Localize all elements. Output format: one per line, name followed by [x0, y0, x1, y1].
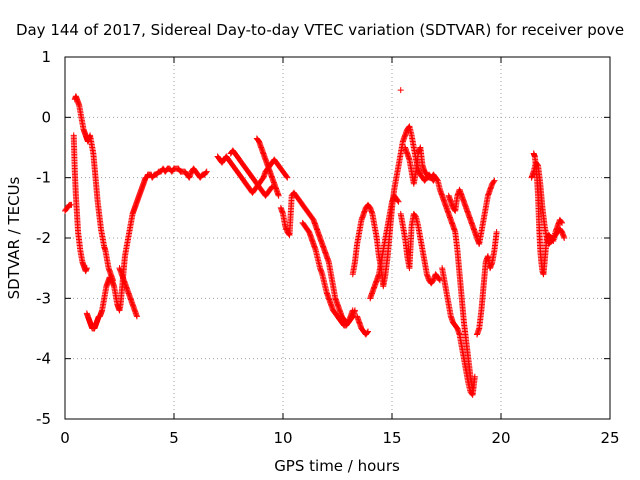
data-point: [283, 173, 290, 180]
data-point: [365, 328, 372, 335]
y-tick-label: -1: [36, 169, 51, 187]
data-point: [558, 218, 565, 225]
y-tick-label: -3: [36, 289, 51, 307]
data-point: [434, 176, 441, 183]
x-axis-label: GPS time / hours: [274, 457, 400, 475]
x-tick-label: 20: [491, 429, 510, 447]
x-tick-label: 0: [60, 429, 70, 447]
y-tick-label: -4: [36, 350, 51, 368]
data-point: [202, 169, 209, 176]
tick-layer: 0 5 10 15 20 25 -5 -4 -3 -2 -1 0 1: [36, 48, 620, 447]
data-point: [397, 87, 404, 94]
data-point: [284, 174, 291, 181]
x-tick-label: 15: [382, 429, 401, 447]
data-point: [275, 192, 282, 199]
data-point: [491, 177, 498, 184]
y-axis-label: SDTVAR / TECUs: [5, 176, 23, 299]
data-point: [534, 161, 541, 168]
data-point: [133, 313, 140, 320]
data-point: [490, 178, 497, 185]
data-point: [561, 235, 568, 241]
data-point: [471, 373, 478, 380]
data-point: [349, 307, 356, 314]
y-tick-label: -2: [36, 229, 51, 247]
data-point: [395, 198, 402, 205]
data-point: [493, 228, 500, 235]
x-tick-label: 10: [273, 429, 292, 447]
x-tick-label: 5: [169, 429, 179, 447]
y-tick-label: 1: [41, 48, 51, 66]
y-tick-label: -5: [36, 410, 51, 428]
data-points: [62, 87, 568, 398]
grid-layer: [65, 57, 610, 419]
chart-title: Day 144 of 2017, Sidereal Day-to-day VTE…: [16, 21, 624, 39]
data-point: [203, 168, 210, 175]
data-point: [412, 212, 419, 219]
data-point: [83, 265, 90, 272]
data-point: [436, 276, 443, 283]
data-point: [394, 197, 401, 204]
x-tick-label: 25: [600, 429, 619, 447]
y-tick-label: 0: [41, 108, 51, 126]
data-point: [559, 219, 566, 226]
data-point: [364, 329, 371, 336]
